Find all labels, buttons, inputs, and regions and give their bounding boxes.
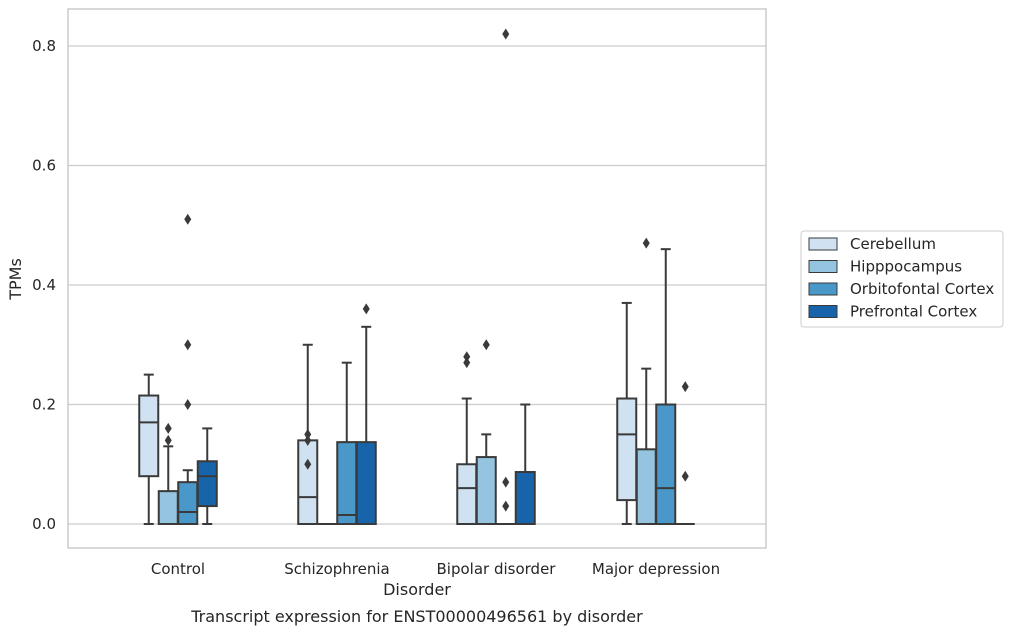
outlier-point	[184, 399, 192, 410]
legend: Cerebellum Hipppocampus Orbitofontal Corte…	[800, 230, 1004, 328]
y-tick-label: 0.4	[32, 276, 56, 294]
box-series	[177, 28, 677, 525]
legend-swatch	[808, 282, 838, 296]
box-series	[157, 237, 657, 526]
box-iqr	[616, 397, 638, 502]
outlier-point	[681, 381, 689, 393]
box-iqr	[475, 456, 497, 525]
box-element	[297, 343, 319, 526]
box-element	[675, 381, 695, 525]
y-tick-label: 0.8	[32, 37, 56, 55]
box-element	[475, 339, 497, 525]
y-axis-ticks: 0.0 0.2 0.4 0.6 0.8	[32, 37, 56, 533]
box-element	[355, 303, 377, 525]
legend-swatch	[808, 260, 838, 273]
box-iqr	[355, 441, 377, 525]
box-iqr	[456, 463, 478, 525]
box-iqr	[196, 460, 218, 508]
y-tick-label: 0.2	[32, 396, 56, 414]
outlier-point	[463, 351, 471, 363]
box-iqr	[336, 441, 358, 525]
y-axis-label: TPMs	[6, 258, 25, 301]
chart-caption: Transcript expression for ENST0000049656…	[190, 607, 643, 626]
box-iqr	[138, 394, 160, 478]
box-iqr	[635, 448, 657, 525]
legend-label: Hipppocampus	[850, 258, 962, 276]
outlier-point	[463, 357, 471, 369]
legend-label: Orbitofontal Cortex	[850, 280, 994, 298]
box-series	[196, 303, 695, 525]
box-iqr	[655, 403, 677, 525]
legend-swatch	[808, 237, 838, 251]
outlier-point	[681, 470, 689, 482]
outlier-point	[304, 428, 312, 440]
x-tick-label: Schizophrenia	[284, 560, 389, 578]
outlier-point	[164, 422, 172, 434]
legend-label: Prefrontal Cortex	[850, 303, 977, 321]
box-iqr	[514, 471, 536, 525]
x-axis-ticks: Control Schizophrenia Bipolar disorder Majo…	[151, 560, 720, 578]
plot-frame	[67, 8, 767, 549]
outlier-point	[362, 303, 370, 315]
box-element	[514, 403, 536, 525]
outlier-point	[502, 28, 510, 40]
box-element	[616, 301, 638, 525]
x-tick-label: Control	[151, 560, 205, 578]
box-element	[157, 422, 179, 526]
legend-label: Cerebellum	[850, 235, 936, 253]
outlier-point	[642, 237, 650, 249]
box-iqr	[177, 481, 199, 525]
outlier-point	[184, 213, 192, 225]
outlier-point	[164, 434, 172, 446]
box-element	[177, 213, 199, 525]
legend-swatch	[808, 305, 838, 318]
box-element	[456, 351, 478, 525]
y-tick-label: 0.0	[32, 515, 56, 533]
box-element	[655, 248, 677, 525]
outlier-point	[482, 339, 490, 351]
box-iqr	[297, 439, 319, 526]
box-series	[138, 301, 638, 526]
box-element	[635, 237, 657, 525]
outlier-point	[502, 476, 510, 488]
box-iqr	[157, 490, 179, 526]
box-series-group	[138, 28, 695, 526]
outlier-point	[304, 458, 312, 470]
legend-box	[800, 230, 1004, 328]
outlier-point	[304, 434, 312, 446]
x-tick-label: Major depression	[592, 560, 720, 578]
box-element	[196, 427, 218, 525]
box-element	[496, 28, 516, 525]
y-tick-label: 0.6	[32, 157, 56, 175]
box-element	[336, 361, 358, 525]
outlier-point	[184, 339, 192, 351]
box-element	[138, 373, 160, 525]
x-tick-label: Bipolar disorder	[437, 560, 557, 578]
x-axis-label: Disorder	[383, 580, 451, 599]
outlier-point	[502, 500, 510, 512]
